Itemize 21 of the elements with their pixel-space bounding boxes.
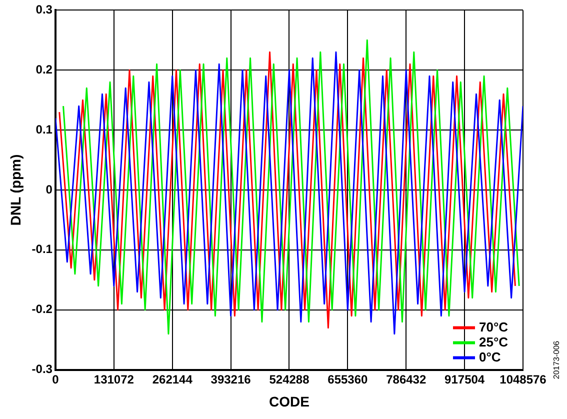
legend-label: 0°C bbox=[479, 349, 502, 364]
y-tick-label: -0.3 bbox=[32, 362, 53, 376]
y-tick-label: 0.3 bbox=[36, 2, 53, 17]
y-tick-label: 0.2 bbox=[36, 62, 53, 76]
x-tick-label: 524288 bbox=[269, 372, 310, 386]
x-tick-label: 131072 bbox=[94, 372, 134, 386]
y-tick-label: -0.2 bbox=[32, 302, 53, 316]
x-tick-label: 1048576 bbox=[500, 372, 547, 386]
y-tick-label: 0.1 bbox=[36, 122, 53, 136]
legend-label: 25°C bbox=[479, 334, 509, 350]
y-axis-title: DNL (ppm) bbox=[7, 154, 24, 226]
y-tick-label: -0.1 bbox=[32, 242, 53, 256]
x-tick-label: 262144 bbox=[152, 372, 193, 386]
x-tick-label: 786432 bbox=[386, 372, 426, 386]
text: 20173-006 bbox=[552, 340, 562, 380]
legend-label: 70°C bbox=[479, 319, 509, 334]
x-tick-label: 655360 bbox=[328, 372, 368, 386]
y-tick-label: 0 bbox=[46, 182, 53, 196]
x-tick-label: 393216 bbox=[210, 372, 252, 386]
x-tick-label: 917504 bbox=[444, 372, 485, 386]
x-axis-title: CODE bbox=[269, 393, 310, 410]
